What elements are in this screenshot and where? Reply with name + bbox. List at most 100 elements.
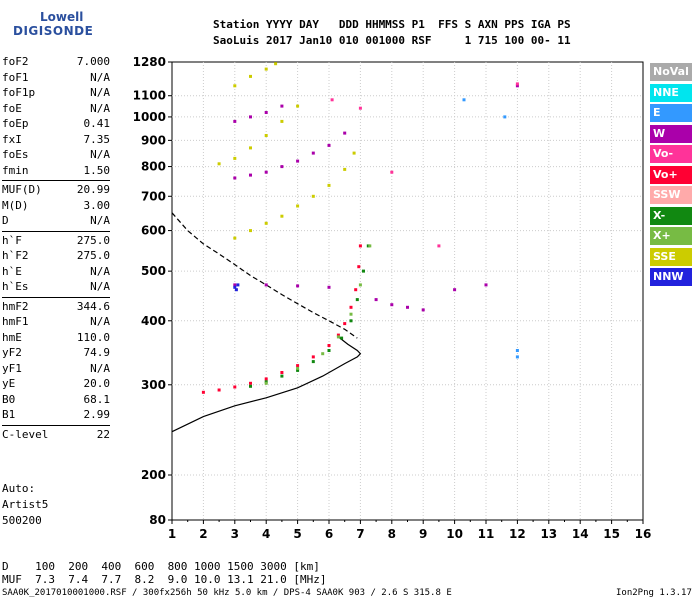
param-row: foEp 0.41 [2,117,110,132]
param-value: N/A [90,101,110,115]
header-labels: Station YYYY DAY DDD HHMMSS P1 FFS S AXN… [213,18,571,31]
data-point [327,344,331,347]
param-value: 0.41 [83,117,111,130]
data-point [264,134,268,137]
param-value: N/A [90,280,110,293]
param-name: foEs [2,148,29,161]
param-value: N/A [90,315,110,328]
data-point [515,355,519,359]
x-tick-label: 16 [635,527,652,541]
param-value: 20.99 [76,183,110,196]
param-name: foF2 [2,55,29,68]
x-tick-label: 2 [199,527,207,541]
data-point [503,115,507,119]
param-value: N/A [90,148,110,161]
data-point [249,173,252,177]
param-row: yF1 N/A [2,362,110,377]
param-value: 110.0 [76,330,110,344]
y-tick-label: 1280 [133,55,166,69]
param-name: yE [2,377,16,390]
x-tick-label: 6 [325,527,333,541]
data-point [264,170,268,174]
data-point [515,82,519,86]
data-point [358,283,362,287]
data-point [249,381,252,385]
data-point [296,104,300,108]
y-tick-label: 600 [141,224,166,238]
y-tick-label: 1000 [133,110,166,124]
y-tick-label: 1100 [133,89,166,103]
param-row: foF1 N/A [2,71,110,86]
y-tick-label: 700 [141,189,166,203]
param-name: hmF2 [2,299,29,313]
param-name: yF2 [2,346,22,359]
param-value: 2.99 [83,408,111,421]
param-row: B0 68.1 [2,393,110,408]
data-point [358,244,362,248]
auto-program: Artist5 [2,498,49,511]
data-point [462,98,466,102]
y-tick-label: 500 [141,264,166,278]
x-tick-label: 9 [419,527,427,541]
x-tick-label: 12 [509,527,526,541]
data-point [280,374,284,378]
data-point [236,283,240,287]
data-point [437,244,441,248]
param-value: 22 [96,427,110,441]
param-row: yF2 74.9 [2,346,110,361]
data-point [349,305,353,309]
data-point [233,176,237,180]
param-name: h`F [2,233,22,247]
header-values: SaoLuis 2017 Jan10 010 001000 RSF 1 715 … [213,34,571,47]
footer-muf-line: MUF 7.3 7.4 7.7 8.2 9.0 10.0 13.1 21.0 [… [2,573,327,586]
param-row: hmF1 N/A [2,315,110,330]
data-point [327,183,331,187]
param-value: 7.000 [76,55,110,68]
param-name: hmE [2,330,22,344]
x-tick-label: 14 [572,527,589,541]
param-row: h`F2 275.0 [2,249,110,264]
data-point [233,385,237,389]
x-tick-label: 8 [388,527,396,541]
data-point [217,162,221,166]
data-point [374,298,378,302]
x-tick-label: 1 [168,527,176,541]
data-point [280,119,284,123]
legend-item: Vo+ [650,165,692,184]
x-tick-label: 11 [478,527,495,541]
data-point [343,131,347,135]
param-value: N/A [90,361,110,375]
param-name: h`Es [2,280,29,293]
param-name: B0 [2,392,16,406]
param-name: D [2,214,9,227]
data-point [311,151,315,155]
data-point [264,221,268,225]
data-point [264,381,268,385]
auto-label: Auto: [2,482,36,495]
data-point [349,319,353,323]
param-name: h`F2 [2,249,29,262]
footer-file-info: SAA0K_2017010001000.RSF / 300fx256h 50 k… [2,588,452,598]
data-point [249,146,252,150]
param-value: 275.0 [76,233,110,247]
legend-item: SSW [650,186,692,204]
legend-item: W [650,124,692,143]
data-point [280,214,284,218]
param-name: foE [2,101,22,115]
data-point [233,156,237,160]
param-name: fxI [2,132,22,146]
data-point [357,265,361,269]
data-point [233,236,237,240]
param-separator [2,180,110,181]
param-value: 3.00 [83,198,111,212]
param-name: h`E [2,264,22,278]
data-point [311,355,315,359]
param-row: h`E N/A [2,265,110,280]
y-tick-label: 900 [141,133,166,147]
param-row: foE N/A [2,102,110,117]
data-point [296,368,300,372]
param-value: N/A [90,264,110,278]
legend-item: SSE [650,247,692,266]
x-tick-label: 15 [603,527,620,541]
y-tick-label: 200 [141,468,166,482]
